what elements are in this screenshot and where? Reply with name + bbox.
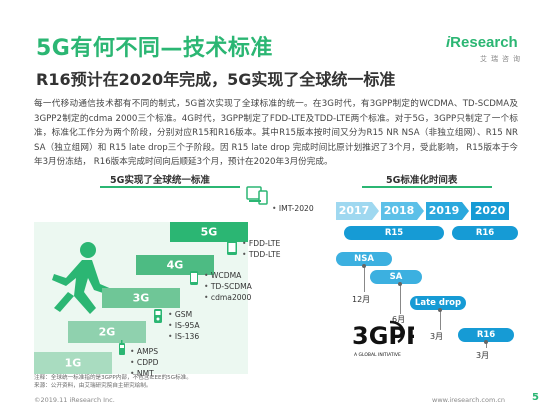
smartphone-icon [190,271,198,285]
milestone-dot [398,282,402,286]
milestone-label: 12月 [352,295,371,304]
runner-icon [52,242,114,314]
standards-2g: GSM IS-95A IS-136 [168,309,200,342]
iresearch-logo: iResearch [446,34,518,51]
page-title: 5G有何不同—技术标准 [36,36,273,61]
brick-phone-icon [119,340,125,355]
step-1g: 1G [34,352,112,374]
standard-item: CDPD [130,357,159,368]
step-5g-label: 5G [200,225,218,239]
note-line: 注释：全球统一标准指的是3GPP内部，不包含IEEE的5G标准。 [34,375,192,381]
page-subtitle: R16预计在2020年完成，5G实现了全球统一标准 [36,70,396,89]
standards-3g: WCDMA TD-SCDMA cdma2000 [204,270,252,303]
right-title-underline [362,186,492,188]
step-4g-label: 4G [166,258,184,272]
bar-sa: SA [370,270,422,284]
step-2g: 2G [68,321,146,343]
source-line: 来源：公开资料，由艾瑞研究院自主研究绘制。 [34,383,152,389]
standard-item: IS-136 [168,331,200,342]
milestone-line [364,266,365,292]
tablet-phone-icon [227,241,237,255]
standard-item: cdma2000 [204,292,252,303]
standards-4g: FDD-LTE TDD-LTE [242,238,281,260]
standards-5g: IMT-2020 [272,203,314,214]
3gpp-logo-text: 3GPP [352,322,414,350]
feature-phone-icon [154,309,162,323]
step-4g: 4G [136,255,214,275]
logo-mark: i [446,34,451,51]
step-2g-label: 2G [98,325,116,339]
year-2017: 2017 [336,202,372,220]
year-arrow [462,202,469,220]
milestone-label: 3月 [476,351,490,360]
website: www.iresearch.com.cn [432,396,506,404]
milestone-label: 6月 [392,315,406,324]
step-3g-label: 3G [132,291,150,305]
year-2019: 2019 [426,202,462,220]
standard-item: IS-95A [168,320,200,331]
standard-item: TDD-LTE [242,249,281,260]
standard-item: FDD-LTE [242,238,281,249]
logo-text: Research [450,34,518,51]
copyright: ©2019.11 iResearch Inc. [34,396,115,404]
standard-item: AMPS [130,346,158,357]
3gpp-tagline: A GLOBAL INITIATIVE [354,352,401,358]
standard-item: WCDMA [204,270,252,281]
left-title-underline [100,186,240,188]
milestone-line [400,284,401,314]
year-2018: 2018 [381,202,417,220]
source-note: 注释：全球统一标准指的是3GPP内部，不包含IEEE的5G标准。 来源：公开资料… [34,374,192,390]
year-2020: 2020 [471,202,509,220]
5g-devices-icon [246,186,268,205]
milestone-line [486,342,487,348]
milestone-dot [484,340,488,344]
right-chart-title: 5G标准化时间表 [386,175,458,186]
milestone-dot [362,264,366,268]
page-number: 5 [532,392,539,403]
3gpp-logo: 3GPP A GLOBAL INITIATIVE [352,320,414,358]
bar-nsa: NSA [336,252,392,266]
year-arrow [372,202,379,220]
standard-item: NMT [130,368,158,379]
standards-1g: AMPS CDPD NMT [130,346,159,379]
bar-r16-bottom: R16 [458,328,514,342]
standard-item: IMT-2020 [272,203,314,214]
standard-item: TD-SCDMA [204,281,252,292]
milestone-label: 3月 [430,332,444,341]
step-1g-label: 1G [64,356,82,370]
year-arrow [417,202,424,220]
step-5g: 5G [170,222,248,242]
step-3g: 3G [102,288,180,308]
bar-late-drop: Late drop [410,296,466,310]
left-chart-title: 5G实现了全球统一标准 [110,175,210,186]
body-paragraph: 每一代移动通信技术都有不同的制式，5G首次实现了全球标准的统一。在3G时代，有3… [34,99,518,168]
bar-r16-top: R16 [452,226,518,240]
milestone-dot [438,308,442,312]
standard-item: GSM [168,309,200,320]
milestone-line [440,310,441,330]
logo-subtext: 艾瑞咨询 [480,55,524,63]
bar-r15: R15 [344,226,444,240]
